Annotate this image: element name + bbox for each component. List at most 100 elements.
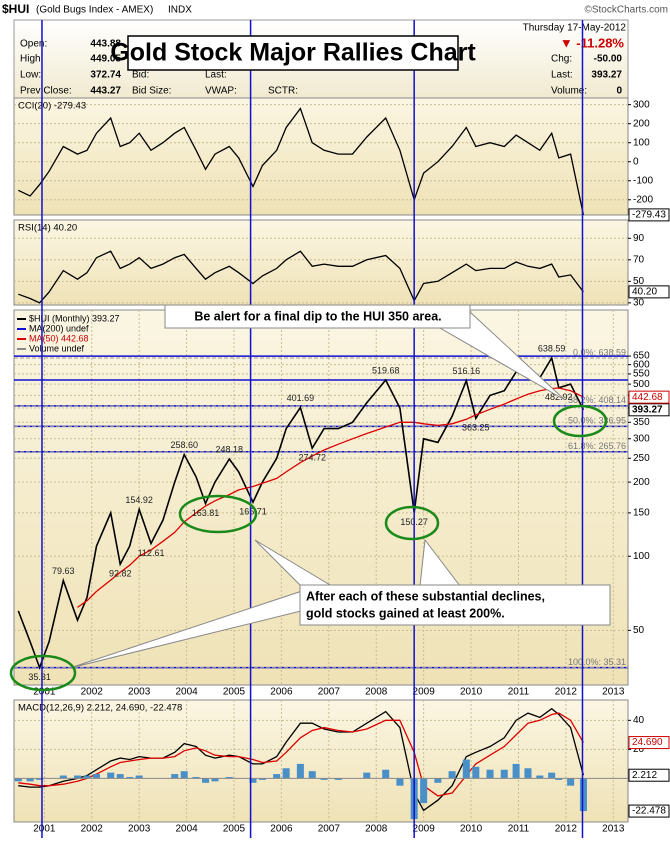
y-tick-label: 70	[633, 254, 645, 265]
histogram-bar	[107, 772, 115, 779]
field-label: Prev Close:	[20, 86, 72, 97]
highlight-ellipse	[9, 654, 77, 692]
field-label: VWAP:	[205, 86, 237, 97]
x-tick-label: 2002	[81, 824, 104, 835]
panel-background	[13, 97, 629, 216]
y-tick-label: 100	[633, 137, 650, 148]
point-label: 274.72	[298, 453, 326, 463]
panel: 2001 2002 2003 2004 2005 2006 2007 2008 2009 2010…	[13, 699, 670, 835]
x-tick-label: 2012	[555, 687, 578, 698]
y-tick-label: 50	[633, 276, 645, 287]
x-tick-label: 2006	[270, 687, 293, 698]
fib-label: 100.0%: 35.31	[568, 657, 626, 667]
field-value: 443.88	[90, 39, 121, 50]
fib-label: 0.0%: 638.59	[573, 347, 626, 357]
histogram-bar	[524, 768, 532, 779]
point-label: 401.69	[287, 393, 315, 403]
point-label: 519.68	[372, 365, 400, 375]
last-value-label: 393.27	[632, 404, 663, 415]
histogram-bar	[92, 774, 101, 779]
series-line	[18, 712, 584, 797]
panel-background	[13, 309, 629, 686]
histogram-bar	[555, 778, 563, 780]
series-line	[18, 250, 584, 304]
fib-label: 50.0%: 336.95	[568, 416, 626, 426]
panel-background	[13, 219, 629, 306]
callout-box	[164, 304, 471, 329]
fib-label: 61.8%: 265.76	[568, 441, 626, 451]
histogram-bar	[462, 759, 470, 779]
x-tick-label: 2010	[460, 824, 483, 835]
highlight-ellipse	[552, 404, 608, 438]
series-line	[18, 707, 585, 812]
x-tick-label: 2011	[508, 687, 530, 698]
point-label: 79.63	[52, 566, 75, 576]
x-tick-label: 2010	[460, 687, 483, 698]
histogram-bar	[363, 772, 371, 779]
histogram-bar	[320, 778, 328, 780]
date: Thursday 17-May-2012	[523, 23, 627, 34]
y-tick-label: 300	[633, 433, 650, 444]
field-label: Last:	[551, 70, 573, 81]
x-tick-label: 2008	[365, 824, 388, 835]
x-tick-label: 2005	[223, 824, 246, 835]
x-tick-label: 2003	[128, 687, 151, 698]
field-label: Volume:	[551, 86, 587, 97]
histogram-bar	[135, 775, 143, 779]
symbol: $HUI	[2, 2, 29, 16]
y-tick-label: 200	[633, 477, 650, 488]
last-value-label: 442.68	[632, 392, 663, 403]
histogram-bar	[382, 769, 390, 779]
panel-background	[13, 699, 629, 823]
field-label: Low:	[20, 70, 41, 81]
last-value-box	[628, 768, 670, 782]
point-label: 248.18	[215, 444, 243, 454]
histogram-bar	[249, 778, 257, 783]
x-tick-label: 2008	[365, 687, 388, 698]
y-tick-label: 550	[633, 369, 650, 380]
legend-label: $HUI (Monthly) 393.27	[29, 313, 120, 323]
y-tick-label: 100	[633, 551, 650, 562]
field-label: Open:	[20, 39, 47, 50]
field-label: Last:	[205, 70, 227, 81]
histogram-bar	[512, 763, 520, 779]
point-label: 482.92	[545, 392, 573, 402]
histogram-bar	[14, 778, 22, 782]
histogram-bar	[500, 769, 508, 779]
x-tick-label: 2004	[175, 824, 198, 835]
y-tick-label: 650	[633, 351, 650, 362]
point-label: 638.59	[538, 343, 566, 353]
y-tick-label: 0	[633, 156, 639, 167]
y-tick-label: -200	[633, 194, 653, 205]
x-tick-label: 2006	[270, 824, 293, 835]
histogram-bar	[273, 774, 281, 779]
x-tick-label: 2013	[602, 687, 625, 698]
x-tick-label: 2007	[318, 687, 341, 698]
histogram-bar	[59, 775, 67, 779]
histogram-bar	[448, 771, 456, 779]
x-tick-label: 2001	[33, 687, 56, 698]
last-value-label: 40.20	[632, 287, 657, 298]
last-value-box	[628, 403, 670, 417]
fib-label: 38.2%: 408.14	[568, 395, 626, 405]
point-label: 165.71	[239, 507, 267, 517]
x-tick-label: 2001	[33, 824, 56, 835]
histogram-bar	[36, 778, 44, 780]
index-name: (Gold Bugs Index - AMEX)	[36, 5, 153, 16]
histogram-bar	[434, 778, 442, 783]
field-label: Bid Size:	[132, 86, 171, 97]
last-value-label: 2.212	[632, 770, 657, 781]
panel: 2001 2002 2003 2004 2005 2006 2007 2008 2009 2010…	[13, 309, 670, 698]
series-line	[77, 387, 584, 608]
callout-text: Be alert for a final dip to the HUI 350 …	[194, 309, 441, 323]
x-tick-label: 2009	[413, 824, 436, 835]
panel-title: MACD(12,26,9) 2.212, 24.690, -22.478	[18, 703, 182, 714]
histogram-bar	[83, 775, 91, 779]
point-label: 258.60	[170, 440, 198, 450]
x-tick-label: 2012	[555, 824, 578, 835]
exchange: INDX	[168, 5, 192, 16]
last-value-box	[628, 208, 670, 222]
histogram-bar	[334, 778, 342, 780]
histogram-bar	[202, 778, 210, 783]
